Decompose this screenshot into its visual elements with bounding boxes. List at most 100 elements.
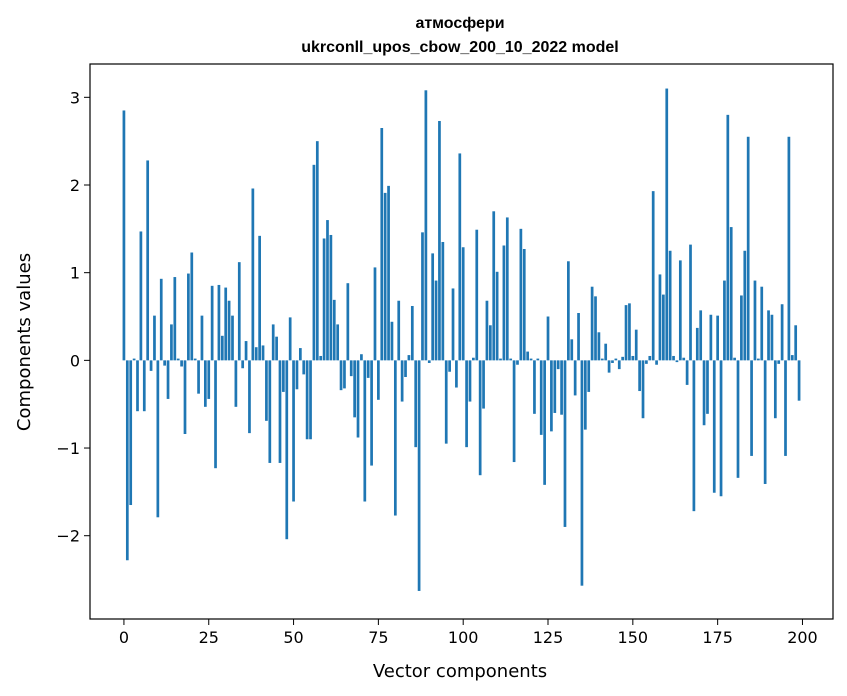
bar-87 [417, 360, 421, 591]
bar-56 [312, 164, 316, 361]
bar-85 [410, 305, 414, 361]
y-tick-label-3: 3 [70, 88, 80, 107]
bar-150 [631, 355, 635, 361]
bar-94 [441, 241, 445, 361]
bar-61 [329, 234, 333, 361]
bar-8 [149, 360, 153, 371]
bar-58 [319, 355, 323, 361]
bar-16 [176, 358, 180, 361]
y-tick-label--2: −2 [56, 527, 80, 546]
bar-7 [146, 160, 150, 361]
bar-17 [180, 360, 183, 367]
bar-121 [533, 360, 536, 414]
y-tick-label-2: 2 [70, 176, 80, 195]
bar-4 [136, 360, 139, 412]
bar-2 [129, 360, 133, 506]
bar-43 [268, 360, 272, 463]
bar-161 [668, 250, 672, 361]
bar-152 [638, 360, 641, 392]
bar-99 [458, 153, 462, 361]
bar-19 [187, 273, 190, 361]
bar-22 [197, 360, 200, 394]
bar-109 [492, 211, 496, 361]
bar-40 [258, 235, 261, 361]
bar-38 [251, 188, 255, 361]
bar-3 [132, 358, 136, 361]
bar-140 [597, 332, 601, 361]
bar-129 [560, 360, 563, 415]
x-tick-label-0: 0 [119, 628, 129, 647]
bar-169 [695, 327, 699, 361]
bar-21 [193, 358, 197, 361]
plot-frame [89, 63, 834, 620]
bar-199 [797, 360, 801, 401]
bar-63 [336, 324, 340, 361]
bar-75 [377, 360, 380, 400]
bar-156 [651, 191, 655, 361]
bar-24 [203, 360, 207, 407]
bar-124 [543, 360, 546, 485]
bar-113 [505, 217, 509, 361]
bar-15 [173, 277, 177, 361]
bar-189 [763, 360, 767, 484]
bar-117 [519, 228, 523, 361]
bar-34 [237, 262, 241, 361]
x-tick-label-125: 125 [533, 628, 564, 647]
bar-163 [675, 360, 679, 363]
bar-196 [787, 136, 791, 361]
bar-177 [723, 280, 726, 361]
bar-176 [719, 360, 723, 497]
bar-32 [231, 315, 234, 361]
bar-54 [305, 360, 309, 440]
bar-151 [634, 329, 638, 361]
bar-155 [648, 355, 652, 361]
bar-53 [302, 360, 306, 375]
bar-55 [309, 360, 312, 440]
bar-131 [567, 261, 570, 361]
bar-72 [366, 360, 370, 378]
x-tick-label-100: 100 [448, 628, 479, 647]
bar-186 [753, 280, 757, 361]
bar-171 [702, 360, 706, 426]
bar-101 [465, 360, 468, 448]
bar-86 [414, 360, 418, 448]
bar-50 [292, 360, 295, 502]
bar-10 [156, 360, 160, 518]
bar-79 [390, 321, 394, 361]
bar-1 [125, 360, 129, 561]
bar-27 [214, 360, 217, 469]
bar-187 [757, 358, 760, 361]
x-tick-label-25: 25 [199, 628, 219, 647]
x-axis-label: Vector components [373, 661, 547, 682]
bar-197 [790, 355, 794, 361]
bar-165 [682, 357, 686, 361]
bar-191 [770, 314, 774, 361]
bar-125 [546, 316, 550, 361]
bar-144 [611, 360, 614, 363]
bar-81 [397, 300, 401, 361]
bar-102 [468, 360, 472, 402]
bar-185 [750, 360, 753, 456]
bar-74 [373, 267, 377, 361]
bar-69 [356, 360, 360, 438]
bar-134 [577, 313, 580, 361]
bar-76 [380, 128, 384, 361]
bar-100 [461, 247, 465, 361]
bar-190 [767, 310, 770, 361]
bar-52 [298, 348, 302, 361]
bar-138 [590, 286, 594, 361]
bar-175 [716, 315, 720, 361]
bar-110 [495, 271, 499, 361]
bar-106 [482, 360, 485, 409]
bar-157 [655, 360, 658, 365]
bar-195 [784, 360, 787, 456]
bar-59 [322, 238, 326, 361]
bar-84 [407, 355, 411, 361]
bar-64 [339, 360, 343, 391]
bar-23 [200, 315, 204, 361]
bar-104 [475, 229, 479, 361]
bar-44 [271, 324, 275, 361]
bar-80 [393, 360, 397, 516]
bar-170 [699, 310, 703, 361]
bar-147 [621, 356, 625, 361]
